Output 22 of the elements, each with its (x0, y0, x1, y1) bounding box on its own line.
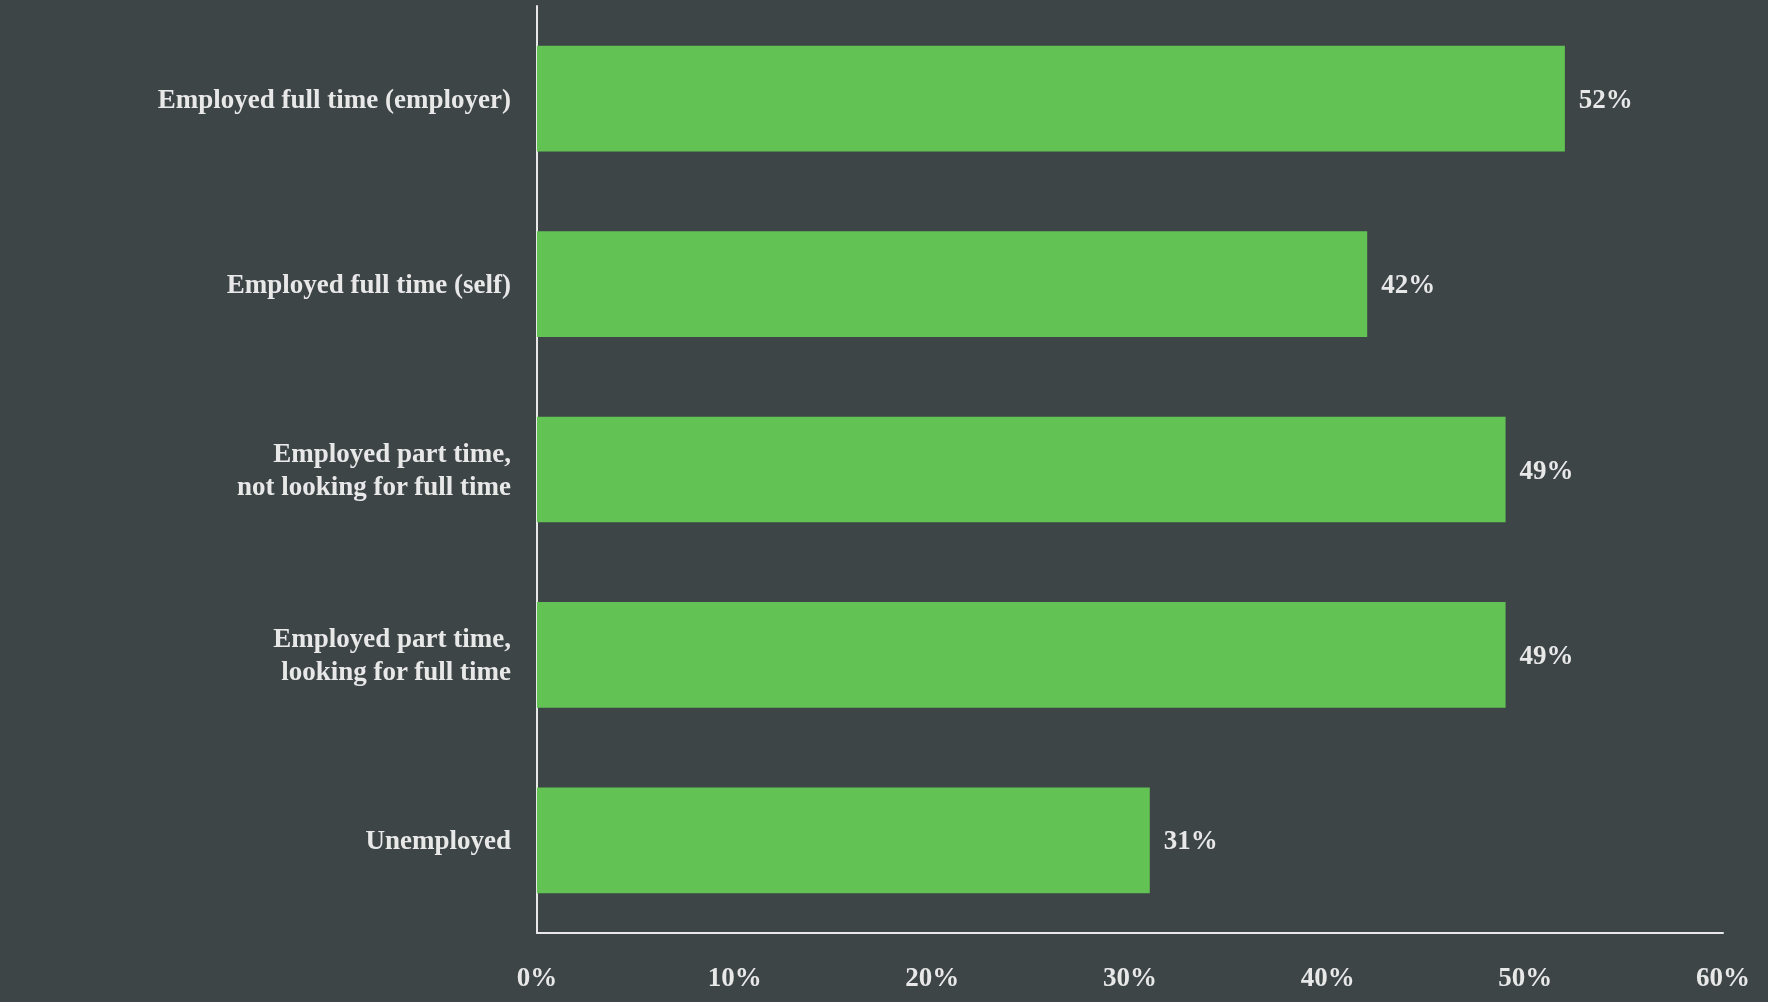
data-label: 31% (1163, 825, 1218, 856)
data-label: 49% (1519, 454, 1574, 485)
data-label: 49% (1519, 639, 1574, 670)
x-tick-label: 50% (1498, 961, 1553, 992)
y-tick-label: Employed part time, not looking for full time (236, 438, 512, 501)
bar (537, 602, 1506, 708)
bar (537, 45, 1565, 152)
x-tick-label: 10% (707, 961, 762, 992)
data-label: 52% (1578, 83, 1633, 114)
bar (537, 231, 1368, 337)
data-label: 42% (1381, 269, 1436, 300)
x-tick-label: 0% (516, 961, 558, 992)
y-tick-label: Employed full time (employer) (157, 83, 511, 114)
y-tick-label: Employed full time (self) (226, 269, 511, 300)
bar (537, 787, 1150, 894)
x-tick-label: 20% (905, 961, 960, 992)
x-tick-label: 30% (1103, 961, 1157, 992)
bar (537, 416, 1506, 523)
x-tick-label: 40% (1300, 961, 1355, 992)
x-tick-label: 60% (1696, 961, 1750, 992)
y-tick-label: Unemployed (365, 825, 511, 856)
y-tick-label: Employed part time, looking for full time (273, 623, 511, 687)
